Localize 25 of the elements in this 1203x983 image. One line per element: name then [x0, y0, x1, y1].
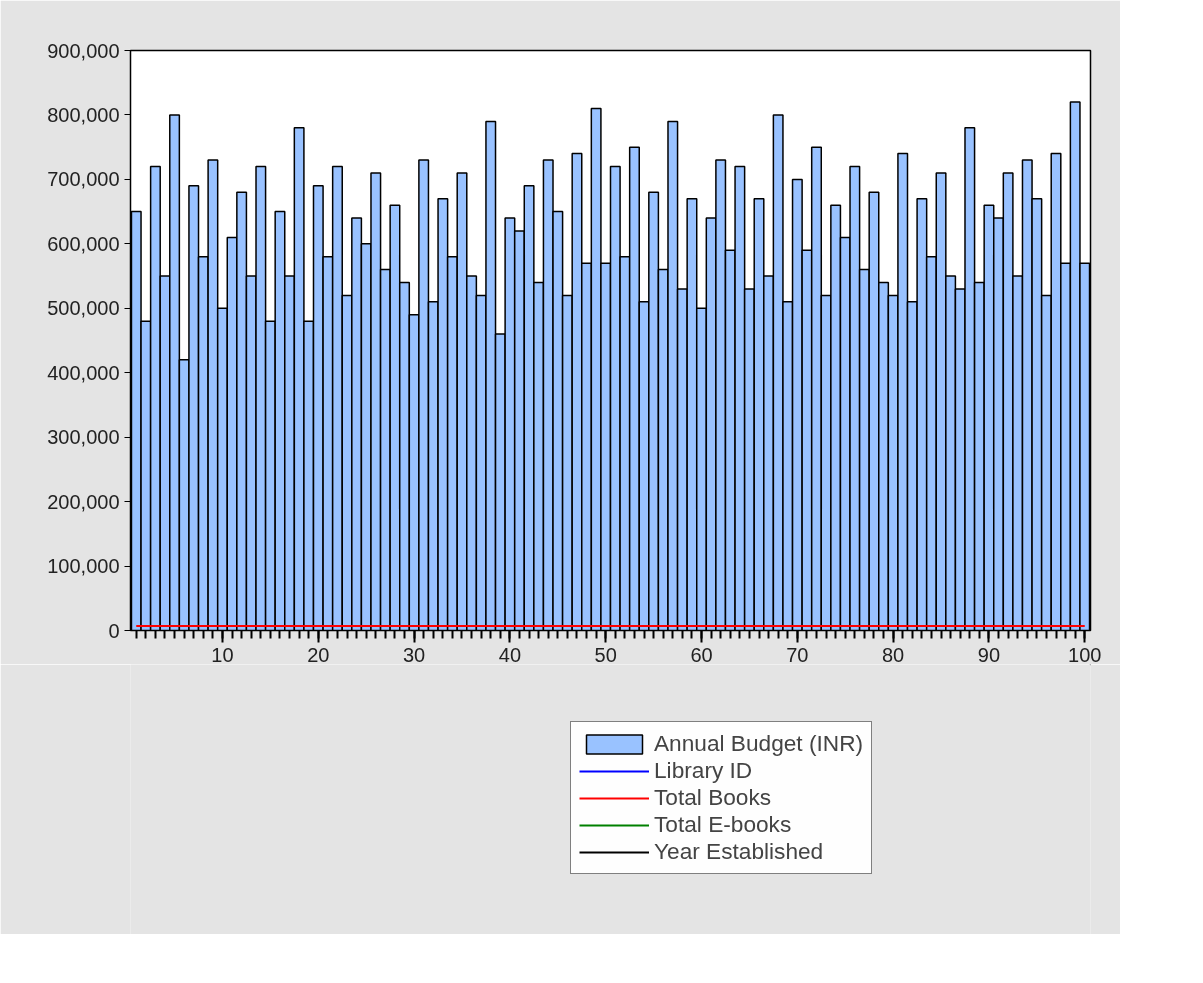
y-tick-label: 800,000 [47, 103, 120, 126]
y-tick-label: 600,000 [47, 232, 120, 255]
legend-label: Year Established [654, 838, 824, 865]
y-tick-label: 900,000 [47, 39, 120, 62]
y-tick-label: 0 [108, 619, 120, 642]
y-tick-label: 100,000 [47, 555, 120, 578]
legend-label: Total E-books [654, 811, 792, 838]
x-tick-label: 40 [498, 643, 522, 666]
x-tick-label: 20 [307, 643, 330, 666]
legend-label: Total Books [654, 784, 772, 811]
x-tick-label: 10 [211, 643, 234, 666]
x-tick-label: 50 [594, 643, 617, 666]
y-tick-label: 700,000 [47, 168, 120, 191]
legend-label: Library ID [654, 757, 753, 784]
x-tick-label: 100 [1068, 643, 1102, 666]
legend-label: Annual Budget (INR) [654, 730, 864, 757]
y-tick-label: 400,000 [47, 361, 120, 384]
x-tick-label: 90 [977, 643, 1001, 666]
x-tick-label: 60 [690, 643, 713, 666]
y-tick-label: 200,000 [47, 490, 120, 513]
y-tick-label: 500,000 [47, 297, 120, 320]
x-tick-label: 70 [786, 643, 809, 666]
x-tick-label: 80 [882, 643, 905, 666]
x-tick-label: 30 [402, 643, 426, 666]
y-tick-label: 300,000 [47, 426, 120, 449]
